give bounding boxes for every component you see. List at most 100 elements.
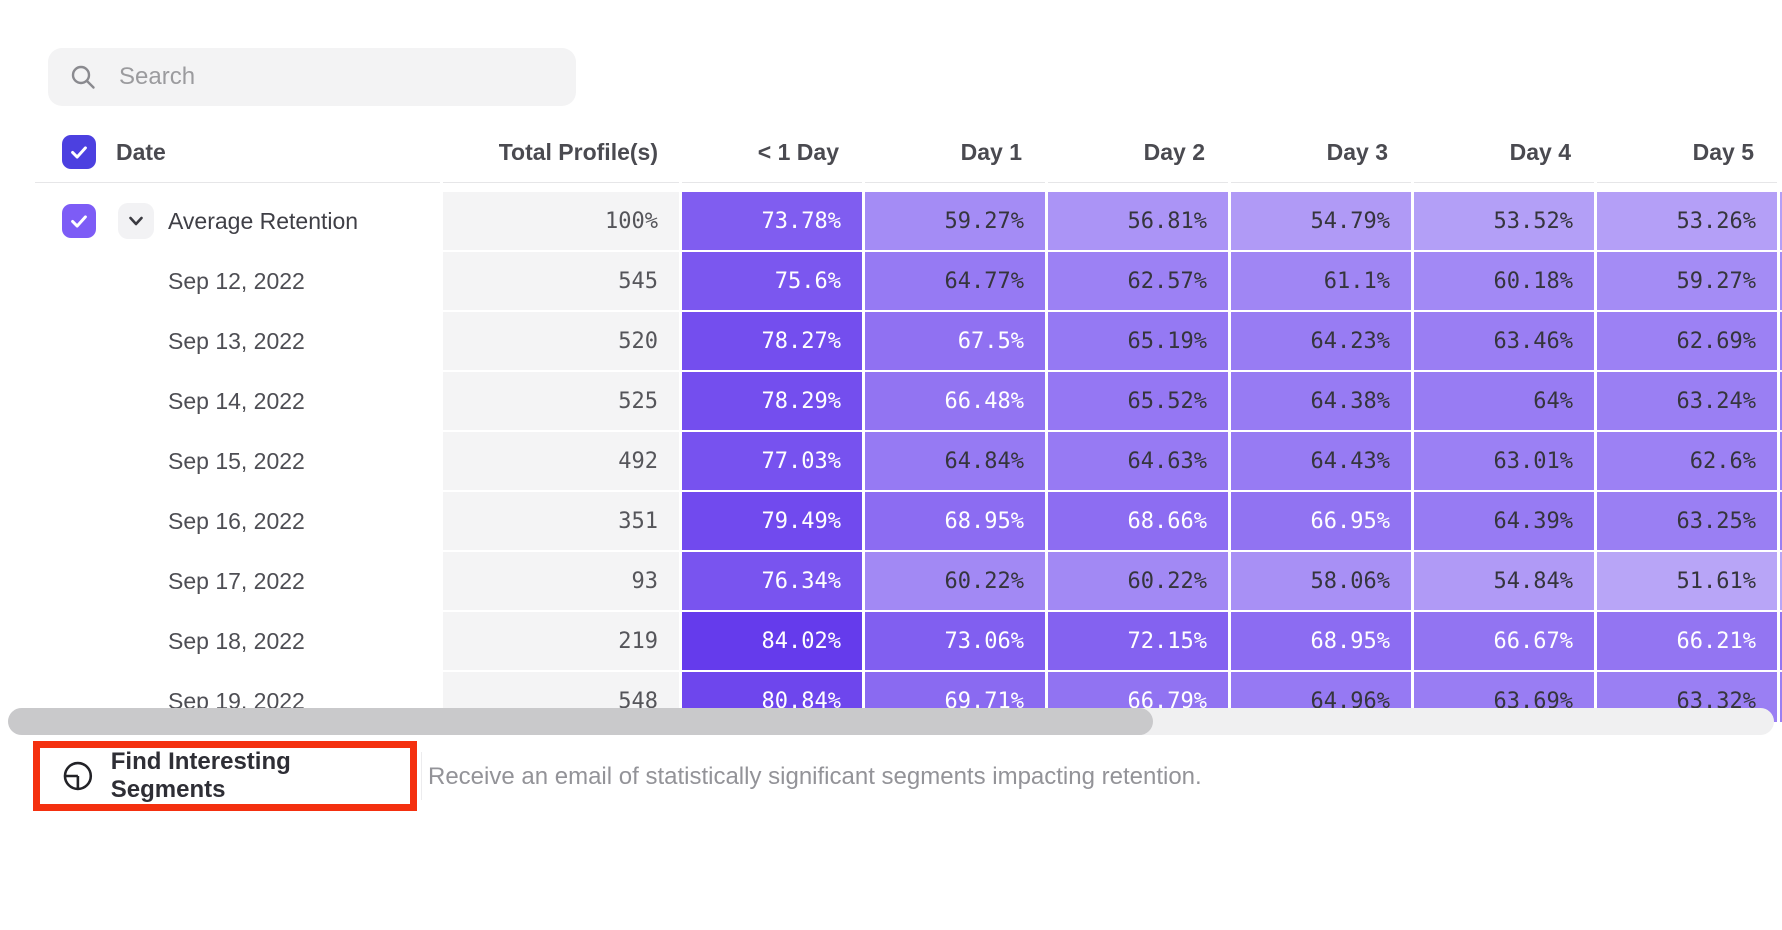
retention-cell[interactable]: 58.06% (1231, 552, 1411, 610)
row-date-label: Sep 13, 2022 (168, 327, 305, 354)
search-bar (48, 48, 576, 106)
check-icon (71, 146, 87, 159)
retention-cell[interactable]: 68.95% (1231, 612, 1411, 670)
select-all-checkbox[interactable] (62, 135, 96, 169)
retention-cell[interactable]: 64.43% (1231, 432, 1411, 490)
check-icon (71, 215, 87, 228)
column-header-profiles: Total Profile(s) (443, 122, 679, 183)
column-header-date: Date (35, 122, 440, 183)
retention-cell[interactable]: 78.29% (682, 372, 862, 430)
annotation-highlight-box: Find Interesting Segments (33, 741, 417, 811)
retention-cell[interactable]: 72.15% (1048, 612, 1228, 670)
search-input[interactable] (117, 62, 551, 92)
total-profiles-cell: 100% (443, 192, 679, 250)
clipped-next-column-cell (1780, 492, 1782, 550)
row-date-label: Sep 14, 2022 (168, 387, 305, 414)
find-interesting-segments-label: Find Interesting Segments (110, 748, 291, 803)
row-date-cell: Sep 13, 2022 (35, 312, 440, 370)
retention-cell[interactable]: 60.22% (865, 552, 1045, 610)
retention-cell[interactable]: 84.02% (682, 612, 862, 670)
retention-cell[interactable]: 78.27% (682, 312, 862, 370)
retention-cell[interactable]: 64.38% (1231, 372, 1411, 430)
retention-cell[interactable]: 62.57% (1048, 252, 1228, 310)
retention-cell[interactable]: 66.95% (1231, 492, 1411, 550)
retention-cell[interactable]: 59.27% (865, 192, 1045, 250)
total-profiles-cell: 545 (443, 252, 679, 310)
retention-cell[interactable]: 63.46% (1414, 312, 1594, 370)
retention-cell[interactable]: 63.25% (1597, 492, 1777, 550)
row-date-label: Sep 18, 2022 (168, 627, 305, 654)
row-date-label: Sep 15, 2022 (168, 447, 305, 474)
retention-cell[interactable]: 62.6% (1597, 432, 1777, 490)
retention-cell[interactable]: 56.81% (1048, 192, 1228, 250)
row-date-label: Sep 16, 2022 (168, 507, 305, 534)
clipped-next-column-cell (1780, 252, 1782, 310)
chevron-down-icon (129, 216, 143, 226)
retention-cell[interactable]: 73.06% (865, 612, 1045, 670)
row-date-cell: Sep 17, 2022 (35, 552, 440, 610)
retention-cell[interactable]: 66.67% (1414, 612, 1594, 670)
retention-cell[interactable]: 64.39% (1414, 492, 1594, 550)
retention-cell[interactable]: 53.52% (1414, 192, 1594, 250)
total-profiles-cell: 351 (443, 492, 679, 550)
retention-cell[interactable]: 77.03% (682, 432, 862, 490)
row-date-cell: Sep 12, 2022 (35, 252, 440, 310)
column-header-date-label: Date (116, 138, 166, 165)
clipped-next-column-cell (1780, 192, 1782, 250)
retention-cell[interactable]: 54.84% (1414, 552, 1594, 610)
row-date-cell: Sep 15, 2022 (35, 432, 440, 490)
column-header-day-1: Day 1 (865, 122, 1045, 183)
retention-cell[interactable]: 79.49% (682, 492, 862, 550)
average-row-checkbox[interactable] (62, 204, 96, 238)
clipped-next-column-cell (1780, 312, 1782, 370)
retention-cell[interactable]: 60.18% (1414, 252, 1594, 310)
retention-cell[interactable]: 63.01% (1414, 432, 1594, 490)
row-date-cell: Sep 14, 2022 (35, 372, 440, 430)
retention-cell[interactable]: 53.26% (1597, 192, 1777, 250)
total-profiles-cell: 219 (443, 612, 679, 670)
column-header-day-3: Day 3 (1231, 122, 1411, 183)
retention-cell[interactable]: 64.77% (865, 252, 1045, 310)
retention-cell[interactable]: 64% (1414, 372, 1594, 430)
retention-cell[interactable]: 60.22% (1048, 552, 1228, 610)
retention-cell[interactable]: 64.23% (1231, 312, 1411, 370)
column-header-day-5: Day 5 (1597, 122, 1777, 183)
segments-pie-icon (63, 761, 93, 791)
retention-cell[interactable]: 65.52% (1048, 372, 1228, 430)
retention-cell[interactable]: 62.69% (1597, 312, 1777, 370)
expand-collapse-button[interactable] (118, 203, 154, 239)
retention-cell[interactable]: 59.27% (1597, 252, 1777, 310)
clipped-next-column-cell (1780, 372, 1782, 430)
clipped-next-column-cell (1780, 612, 1782, 670)
retention-cell[interactable]: 64.63% (1048, 432, 1228, 490)
row-date-label: Sep 12, 2022 (168, 267, 305, 294)
footer-divider (421, 752, 422, 800)
retention-cell[interactable]: 65.19% (1048, 312, 1228, 370)
total-profiles-cell: 492 (443, 432, 679, 490)
retention-cell[interactable]: 54.79% (1231, 192, 1411, 250)
retention-cell[interactable]: 66.48% (865, 372, 1045, 430)
retention-cell[interactable]: 51.61% (1597, 552, 1777, 610)
clipped-next-column-cell (1780, 432, 1782, 490)
total-profiles-cell: 93 (443, 552, 679, 610)
retention-cell[interactable]: 73.78% (682, 192, 862, 250)
footer-description: Receive an email of statistically signif… (428, 763, 1202, 790)
retention-cell[interactable]: 68.95% (865, 492, 1045, 550)
row-date-cell: Sep 16, 2022 (35, 492, 440, 550)
retention-cell[interactable]: 68.66% (1048, 492, 1228, 550)
total-profiles-cell: 520 (443, 312, 679, 370)
retention-cell[interactable]: 64.84% (865, 432, 1045, 490)
retention-cell[interactable]: 75.6% (682, 252, 862, 310)
row-date-cell: Sep 18, 2022 (35, 612, 440, 670)
retention-cell[interactable]: 61.1% (1231, 252, 1411, 310)
retention-cell[interactable]: 76.34% (682, 552, 862, 610)
retention-cell[interactable]: 66.21% (1597, 612, 1777, 670)
retention-cell[interactable]: 67.5% (865, 312, 1045, 370)
retention-cell[interactable]: 63.24% (1597, 372, 1777, 430)
horizontal-scrollbar-thumb[interactable] (8, 708, 1153, 735)
column-header-day-4: Day 4 (1414, 122, 1594, 183)
find-interesting-segments-button[interactable]: Find Interesting Segments (40, 748, 410, 804)
average-retention-row-cell: Average Retention (35, 192, 440, 250)
